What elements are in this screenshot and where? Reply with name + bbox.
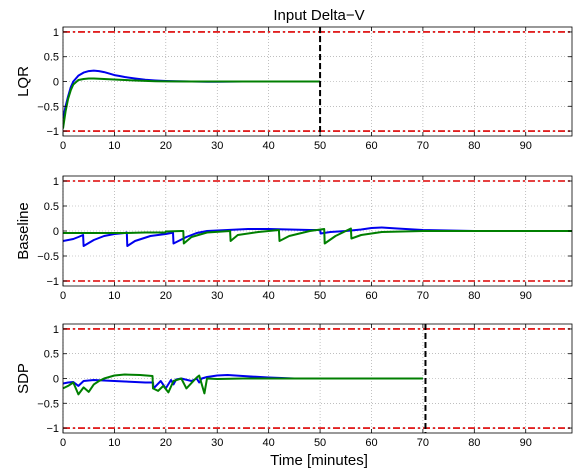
subplot-1: 0 10 20 30 40 50 60 70 80 90 −1 −0.5 0 0.5 1 Baseline [15, 175, 573, 302]
y-tick-label: 1 [53, 176, 59, 188]
x-tick-label: 60 [365, 437, 377, 449]
x-tick-label: 20 [160, 437, 172, 449]
y-tick-label: −0.5 [37, 101, 59, 113]
x-tick-label: 50 [314, 290, 326, 302]
series-line-1 [63, 77, 321, 129]
y-tick-label: 0 [53, 226, 59, 238]
x-tick-label: 60 [365, 140, 377, 152]
series-line-0 [63, 226, 572, 247]
y-tick-label: 0 [53, 77, 59, 89]
y-axis-label: LQR [15, 66, 32, 97]
x-tick-label: 0 [60, 140, 66, 152]
x-tick-label: 20 [160, 290, 172, 302]
figure-title: Input Delta−V [273, 7, 364, 24]
x-tick-label: 90 [520, 290, 532, 302]
x-tick-label: 80 [468, 437, 480, 449]
x-tick-label: 70 [417, 437, 429, 449]
y-tick-label: 0 [53, 374, 59, 386]
x-tick-label: 30 [211, 290, 223, 302]
y-tick-label: 1 [53, 27, 59, 39]
x-tick-label: 40 [263, 140, 275, 152]
x-tick-label: 70 [417, 290, 429, 302]
x-tick-label: 90 [520, 437, 532, 449]
x-axis-label: Time [minutes] [270, 452, 368, 469]
subplot-2: 0 10 20 30 40 50 60 70 80 90 −1 −0.5 0 0.5 1 SDP [15, 323, 573, 449]
series-line-1 [63, 227, 572, 245]
x-tick-label: 0 [60, 437, 66, 449]
y-tick-label: −1 [46, 276, 59, 288]
y-tick-label: −1 [46, 423, 59, 435]
x-tick-label: 60 [365, 290, 377, 302]
x-tick-label: 90 [520, 140, 532, 152]
x-tick-label: 0 [60, 290, 66, 302]
y-tick-label: −0.5 [37, 251, 59, 263]
x-tick-label: 80 [468, 140, 480, 152]
x-tick-label: 10 [108, 290, 120, 302]
y-tick-label: 0.5 [44, 201, 59, 213]
x-tick-label: 70 [417, 140, 429, 152]
x-tick-label: 40 [263, 437, 275, 449]
x-tick-label: 40 [263, 290, 275, 302]
y-axis-label: SDP [15, 363, 32, 394]
y-tick-label: −1 [46, 126, 59, 138]
y-tick-label: 0.5 [44, 349, 59, 361]
x-tick-label: 30 [211, 140, 223, 152]
x-tick-label: 20 [160, 140, 172, 152]
y-axis-label: Baseline [15, 202, 32, 260]
y-tick-label: −0.5 [37, 398, 59, 410]
x-tick-label: 10 [108, 437, 120, 449]
x-tick-label: 10 [108, 140, 120, 152]
series-line-1 [63, 373, 423, 396]
y-tick-label: 1 [53, 324, 59, 336]
x-tick-label: 50 [314, 140, 326, 152]
x-tick-label: 80 [468, 290, 480, 302]
subplot-0: 0 10 20 30 40 50 60 70 80 90 −1 −0.5 0 0.5 1 LQR [15, 26, 573, 152]
y-tick-label: 0.5 [44, 52, 59, 64]
x-tick-label: 30 [211, 437, 223, 449]
x-tick-label: 50 [314, 437, 326, 449]
